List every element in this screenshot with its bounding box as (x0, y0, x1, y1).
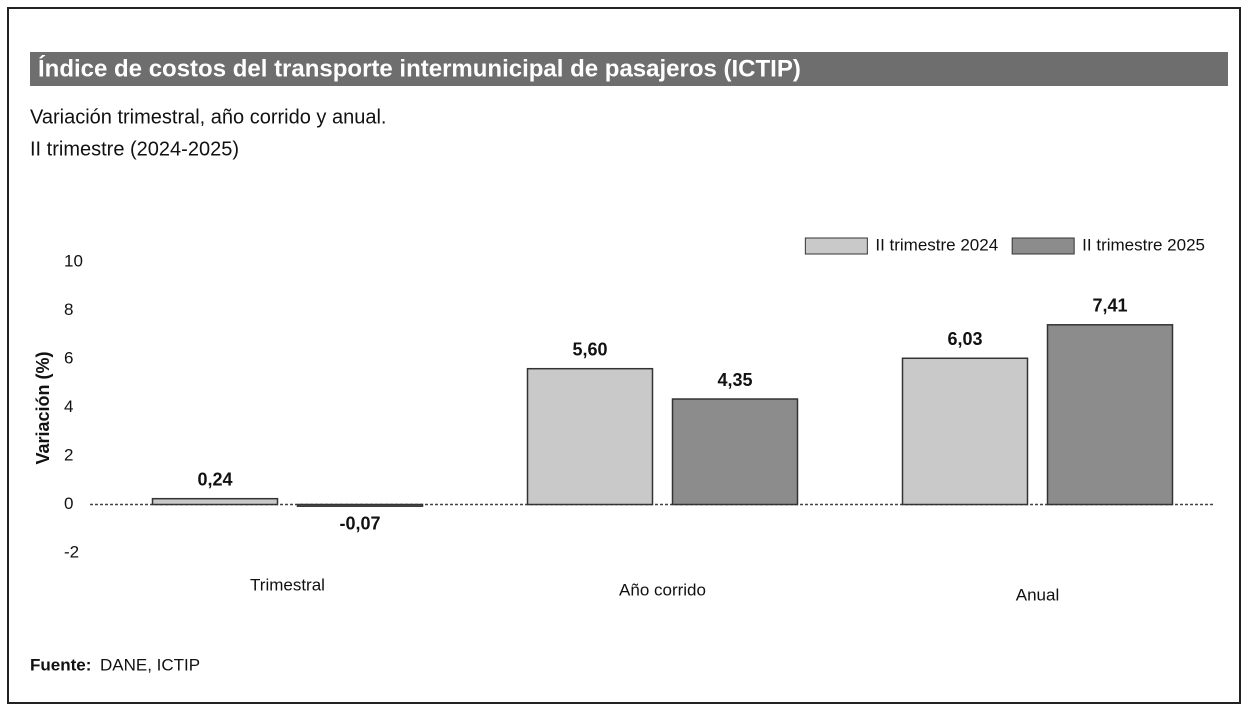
y-axis-label: Variación (%) (33, 351, 53, 464)
y-tick-label: 8 (64, 300, 73, 319)
legend-label: II trimestre 2025 (1082, 235, 1205, 254)
bar (1046, 324, 1174, 506)
chart-title: Índice de costos del transporte intermun… (38, 54, 801, 82)
value-label: 0,24 (197, 469, 232, 489)
bar (901, 357, 1029, 506)
y-tick-label: 6 (64, 348, 73, 367)
bar (151, 497, 279, 506)
subtitle: Variación trimestral, año corrido y anua… (30, 106, 386, 128)
y-tick-label: 4 (64, 397, 73, 416)
value-label: -0,07 (339, 513, 380, 533)
y-tick-label: 10 (64, 251, 83, 270)
x-tick-label: Anual (1016, 585, 1059, 604)
subtitle: II trimestre (2024-2025) (30, 138, 239, 160)
value-label: 7,41 (1092, 296, 1127, 316)
y-tick-label: 0 (64, 494, 73, 513)
y-tick-label: -2 (64, 542, 79, 561)
source-label: Fuente: (30, 655, 91, 674)
x-tick-label: Trimestral (250, 575, 325, 594)
legend-label: II trimestre 2024 (875, 235, 998, 254)
value-label: 4,35 (717, 370, 752, 390)
title-band (30, 52, 1228, 86)
legend-swatch (804, 237, 868, 255)
bar (526, 367, 654, 506)
frame (7, 7, 1241, 704)
value-label: 5,60 (572, 339, 607, 359)
x-tick-label: Año corrido (619, 580, 706, 599)
legend-swatch (1011, 237, 1075, 255)
y-tick-label: 2 (64, 445, 73, 464)
value-label: 6,03 (947, 329, 982, 349)
bar (296, 503, 424, 507)
bar (671, 398, 799, 506)
source: DANE, ICTIP (100, 655, 200, 674)
